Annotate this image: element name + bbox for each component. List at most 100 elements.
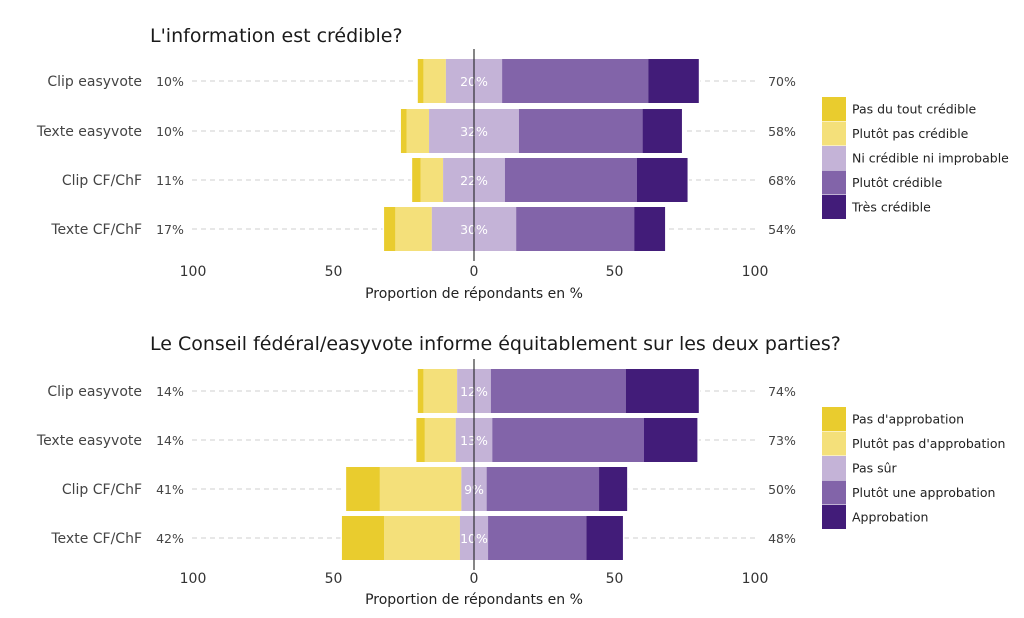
bar-segment-Approbation [586,516,623,560]
bar-segment-Pas d'approbation [346,467,380,511]
bar-segment-Très crédible [642,109,682,153]
legend-swatch [822,195,846,219]
bar-segment-Très crédible [648,59,699,103]
x-tick-label: 50 [606,571,624,587]
bar-segment-Approbation [644,418,698,462]
x-tick-label: 50 [325,571,343,587]
positive-total-label: 50% [768,482,796,497]
legend-swatch [822,170,846,195]
bar-segment-Plutôt pas crédible [420,158,444,202]
negative-total-label: 42% [156,531,184,546]
bar-segment-Très crédible [634,207,666,251]
bar-row-4: Texte CF/ChF 42% 10% 48% [50,514,796,562]
x-axis-ticks: 100 50 0 50 100 [180,264,769,280]
legend-swatch [822,121,846,146]
negative-total-label: 14% [156,433,184,448]
positive-total-label: 54% [768,222,796,237]
legend: Pas d'approbation Plutôt pas d'approbatio… [822,407,1005,529]
category-label: Clip CF/ChF [62,482,142,498]
legend-swatch [822,146,846,170]
bar-segment-Plutôt crédible [504,158,637,202]
bar-segment-Plutôt une approbation [488,516,587,560]
bar-segment-Très crédible [636,158,688,202]
bar-segment-Plutôt crédible [516,207,635,251]
legend-swatch [822,505,846,529]
legend-swatch [822,456,846,480]
bar-row-2: Texte easyvote 14% 13% 73% [36,416,796,464]
bar-segment-Pas du tout crédible [400,109,407,153]
legend-entry: Approbation [852,510,928,525]
bar-segment-Plutôt pas crédible [395,207,432,251]
positive-total-label: 58% [768,124,796,139]
bar-row-3: Clip CF/ChF 11% 22% 68% [62,156,796,204]
bar-segment-Approbation [625,369,699,413]
bar-segment-Plutôt crédible [502,59,649,103]
bar-row-1: Clip easyvote 10% 20% 70% [47,57,796,105]
x-axis-title: Proportion de répondants en % [365,592,583,608]
bar-segment-Plutôt pas d'approbation [424,418,456,462]
x-tick-label: 50 [606,264,624,280]
bar-row-3: Clip CF/ChF 41% 9% 50% [62,465,796,513]
x-tick-label: 0 [470,264,479,280]
negative-total-label: 17% [156,222,184,237]
negative-total-label: 11% [156,173,184,188]
legend: Pas du tout crédible Plutôt pas crédible N… [822,97,1009,219]
x-axis-title: Proportion de répondants en % [365,286,583,302]
legend-entry: Plutôt une approbation [852,485,995,500]
legend-entry: Plutôt pas crédible [852,126,969,141]
bar-segment-Pas du tout crédible [412,158,421,202]
bar-row-2: Texte easyvote 10% 32% 58% [36,107,796,155]
legend-entry: Pas du tout crédible [852,102,977,117]
bar-segment-Plutôt une approbation [492,418,645,462]
category-label: Texte CF/ChF [50,531,142,547]
bar-segment-Plutôt une approbation [486,467,600,511]
category-label: Clip CF/ChF [62,173,142,189]
x-tick-label: 0 [470,571,479,587]
category-label: Texte easyvote [36,124,142,140]
category-label: Clip easyvote [47,384,142,400]
legend-swatch [822,97,846,121]
legend-entry: Très crédible [851,200,931,215]
chart-title: Le Conseil fédéral/easyvote informe équi… [150,333,841,355]
bar-row-1: Clip easyvote 14% 12% 74% [47,367,796,415]
x-tick-label: 50 [325,264,343,280]
x-axis-ticks: 100 50 0 50 100 [180,571,769,587]
category-label: Texte easyvote [36,433,142,449]
bar-segment-Plutôt pas d'approbation [423,369,458,413]
category-label: Clip easyvote [47,74,142,90]
legend-swatch [822,431,846,456]
bar-row-4: Texte CF/ChF 17% 30% 54% [50,205,796,253]
chart-panel-2: Le Conseil fédéral/easyvote informe équi… [36,333,1006,608]
negative-total-label: 14% [156,384,184,399]
bar-segment-Plutôt pas crédible [423,59,446,103]
positive-total-label: 73% [768,433,796,448]
legend-entry: Ni crédible ni improbable [852,151,1009,166]
bar-segment-Plutôt une approbation [490,369,626,413]
legend-entry: Pas d'approbation [852,412,964,427]
bar-segment-Plutôt pas crédible [406,109,430,153]
negative-total-label: 10% [156,74,184,89]
bar-segment-Plutôt crédible [518,109,643,153]
bar-segment-Pas du tout crédible [417,59,424,103]
positive-total-label: 48% [768,531,796,546]
chart-title: L'information est crédible? [150,25,403,47]
bar-segment-Pas d'approbation [341,516,385,560]
x-tick-label: 100 [180,264,207,280]
positive-total-label: 74% [768,384,796,399]
negative-total-label: 10% [156,124,184,139]
category-label: Texte CF/ChF [50,222,142,238]
chart-panel-1: L'information est crédible? Clip easyvote… [36,25,1009,302]
positive-total-label: 68% [768,173,796,188]
x-tick-label: 100 [180,571,207,587]
positive-total-label: 70% [768,74,796,89]
legend-swatch [822,407,846,431]
x-tick-label: 100 [742,571,769,587]
legend-entry: Pas sûr [852,461,898,476]
bar-segment-Approbation [599,467,628,511]
bar-segment-Plutôt pas d'approbation [384,516,460,560]
legend-entry: Plutôt pas d'approbation [852,436,1005,451]
legend-swatch [822,480,846,505]
bar-segment-Pas d'approbation [417,369,424,413]
